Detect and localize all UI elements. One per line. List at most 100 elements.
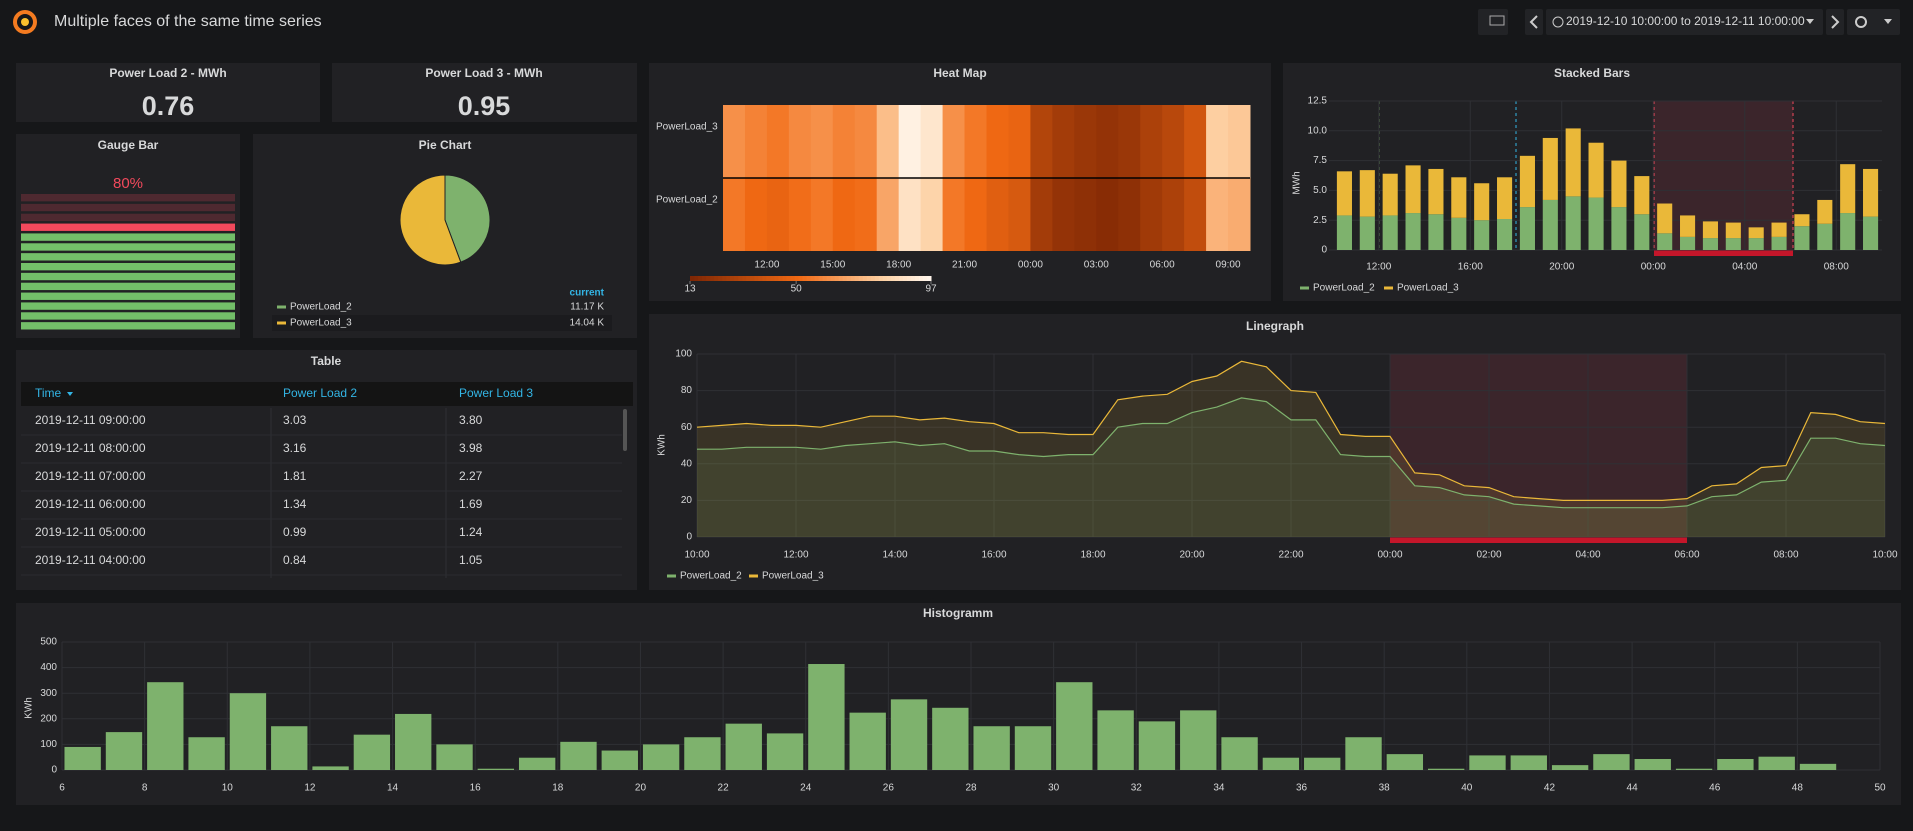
legend-swatch — [277, 306, 286, 309]
gauge-segment — [21, 204, 235, 211]
x-tick-label: 12:00 — [1366, 262, 1391, 273]
legend-entry: PowerLoad_3 — [290, 318, 352, 329]
table-cell: 1.69 — [459, 497, 483, 511]
table-cell: 2019-12-11 09:00:00 — [35, 413, 146, 427]
table-cell: 2019-12-11 04:00:00 — [35, 553, 146, 567]
color-scale-step — [899, 276, 904, 281]
legend-value: 11.17 K — [570, 302, 604, 313]
panel-title: Heat Map — [933, 66, 986, 80]
heat-cell — [1140, 178, 1162, 251]
heat-cell — [965, 105, 987, 178]
color-scale-step — [883, 276, 888, 281]
x-tick-label: 20:00 — [1549, 262, 1574, 273]
histogram-bar — [354, 735, 390, 770]
legend-swatch — [749, 575, 758, 578]
column-header: Power Load 3 — [459, 386, 533, 400]
x-tick-label: 30 — [1048, 783, 1060, 794]
histogram-bar — [1015, 726, 1051, 770]
color-scale-step — [859, 276, 864, 281]
histogram-bar — [519, 758, 555, 770]
color-scale-step — [839, 276, 844, 281]
time-back-button[interactable] — [1525, 9, 1543, 35]
stat-value: 0.95 — [458, 91, 511, 121]
bar-segment — [1749, 238, 1764, 250]
legend-entry: PowerLoad_2 — [290, 302, 352, 313]
x-tick-label: 09:00 — [1216, 260, 1241, 271]
color-scale-step — [907, 276, 912, 281]
histogram-bar — [1263, 758, 1299, 770]
bar-segment — [1360, 170, 1375, 216]
bar-segment — [1634, 176, 1649, 214]
time-range[interactable]: 2019-12-10 10:00:00 to 2019-12-11 10:00:… — [1566, 14, 1805, 28]
table-cell: 0.99 — [283, 525, 307, 539]
x-tick-label: 10:00 — [684, 550, 709, 561]
color-scale-step — [923, 276, 928, 281]
y-tick-label: 100 — [675, 349, 692, 360]
color-scale-step — [863, 276, 868, 281]
color-scale-step — [919, 276, 924, 281]
heat-cell — [1096, 105, 1118, 178]
heat-cell — [1184, 178, 1206, 251]
panel-title: Power Load 2 - MWh — [109, 66, 226, 80]
heat-cell — [1162, 105, 1184, 178]
refresh-button[interactable] — [1847, 9, 1900, 35]
legend-swatch — [667, 575, 676, 578]
heat-cell — [833, 105, 855, 178]
gauge-segment — [21, 322, 235, 329]
x-tick-label: 00:00 — [1377, 550, 1402, 561]
heat-cell — [1030, 178, 1052, 251]
bar-segment — [1840, 213, 1855, 250]
histogram-bar — [560, 742, 596, 770]
bar-segment — [1840, 164, 1855, 213]
x-tick-label: 18:00 — [1080, 550, 1105, 561]
table-cell: 1.24 — [459, 525, 483, 539]
x-tick-label: 10:00 — [1872, 550, 1897, 561]
color-scale-step — [722, 276, 727, 281]
heat-cell — [1074, 105, 1096, 178]
heat-cell — [1030, 105, 1052, 178]
x-tick-label: 14 — [387, 783, 399, 794]
heat-cell — [745, 105, 767, 178]
bar-segment — [1360, 217, 1375, 250]
column-header: Power Load 2 — [283, 386, 357, 400]
bar-segment — [1703, 221, 1718, 238]
color-scale-step — [879, 276, 884, 281]
bar-segment — [1726, 223, 1741, 238]
histogram-bar — [271, 726, 307, 770]
bar-segment — [1863, 217, 1878, 250]
heat-cell — [1228, 178, 1250, 251]
x-tick-label: 8 — [142, 783, 148, 794]
gauge-segment — [21, 293, 235, 300]
color-scale-step — [835, 276, 840, 281]
color-scale-step — [871, 276, 876, 281]
dashboard-title[interactable]: Multiple faces of the same time series — [54, 13, 322, 30]
color-scale-step — [827, 276, 832, 281]
bar-segment — [1680, 215, 1695, 236]
histogram-bar — [850, 713, 886, 770]
heat-cell — [1096, 178, 1118, 251]
bar-segment — [1451, 177, 1466, 218]
histogram-bar — [1759, 757, 1795, 770]
x-tick-label: 44 — [1627, 783, 1639, 794]
histogram-bar — [1180, 710, 1216, 770]
y-tick-label: 10.0 — [1308, 125, 1328, 136]
legend-value: 14.04 K — [570, 318, 605, 329]
color-scale-step — [851, 276, 856, 281]
heat-cell — [1008, 178, 1030, 251]
histogram-bar — [1139, 721, 1175, 770]
y-axis-label: KWh — [24, 697, 35, 719]
color-scale-label: 13 — [684, 284, 696, 295]
table-cell: 3.03 — [283, 413, 307, 427]
panel-title: Linegraph — [1246, 319, 1304, 333]
table-cell: 2019-12-11 07:00:00 — [35, 469, 146, 483]
color-scale-step — [831, 276, 836, 281]
heat-cell — [1206, 105, 1228, 178]
time-forward-button[interactable] — [1826, 9, 1844, 35]
histogram-bar — [147, 682, 183, 770]
x-tick-label: 16:00 — [981, 550, 1006, 561]
table-cell: 1.81 — [283, 469, 307, 483]
x-tick-label: 42 — [1544, 783, 1556, 794]
histogram-bar — [767, 733, 803, 770]
heat-cell — [921, 105, 943, 178]
color-scale-step — [738, 276, 743, 281]
